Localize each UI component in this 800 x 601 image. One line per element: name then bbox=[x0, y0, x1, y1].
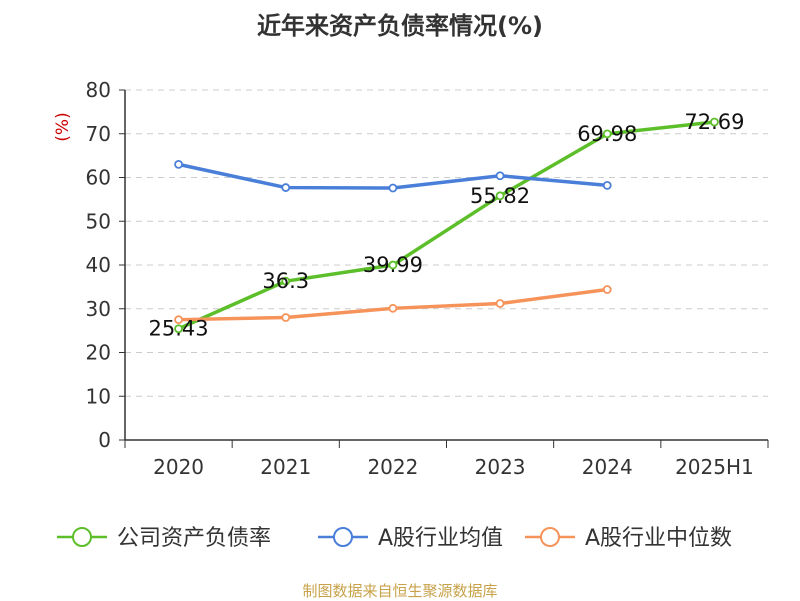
x-tick-label: 2024 bbox=[582, 455, 633, 479]
x-tick-label: 2023 bbox=[475, 455, 526, 479]
y-axis-label: (%) bbox=[53, 112, 73, 141]
data-point bbox=[281, 183, 291, 192]
source-note: 制图数据来自恒生聚源数据库 bbox=[302, 582, 498, 600]
data-point bbox=[710, 117, 719, 127]
x-tick-label: 2021 bbox=[260, 455, 311, 479]
data-label: 72.69 bbox=[684, 110, 744, 134]
data-point bbox=[174, 159, 183, 169]
data-label: 55.82 bbox=[470, 184, 530, 208]
x-tick-label: 2025H1 bbox=[675, 455, 754, 479]
legend-marker bbox=[333, 527, 353, 547]
y-tick-label: 80 bbox=[86, 78, 111, 102]
data-point bbox=[281, 313, 291, 322]
y-tick-label: 0 bbox=[98, 428, 111, 452]
data-point bbox=[602, 180, 612, 190]
x-tick-label: 2022 bbox=[367, 455, 418, 479]
grid-lines bbox=[125, 89, 768, 397]
legend-label: A股行业均值 bbox=[378, 526, 503, 551]
legend-marker bbox=[72, 527, 92, 547]
data-point bbox=[388, 303, 398, 313]
y-tick-label: 70 bbox=[86, 122, 111, 146]
legend-label: 公司资产负债率 bbox=[117, 526, 271, 551]
data-point bbox=[174, 315, 183, 325]
series-lines bbox=[174, 117, 719, 334]
x-tick-label: 2020 bbox=[153, 455, 204, 479]
data-point bbox=[174, 324, 183, 334]
y-tick-label: 20 bbox=[86, 341, 111, 365]
data-label: 25.43 bbox=[149, 317, 209, 341]
y-tick-label: 50 bbox=[86, 209, 111, 233]
data-point bbox=[388, 260, 398, 270]
data-label: 39.99 bbox=[363, 253, 423, 277]
data-point bbox=[495, 299, 505, 308]
series-line-0 bbox=[177, 120, 715, 331]
data-label: 69.98 bbox=[577, 122, 637, 146]
y-tick-label: 60 bbox=[86, 166, 111, 190]
axes: 0 10 20 30 40 50 60 70 80 (%) 2020 2021 2022 2023 2024… bbox=[53, 78, 769, 479]
y-tick-label: 30 bbox=[86, 297, 111, 321]
data-point bbox=[602, 285, 612, 294]
data-point bbox=[495, 171, 505, 181]
data-point bbox=[602, 129, 612, 139]
y-tick-label: 40 bbox=[86, 253, 111, 277]
y-tick-label: 10 bbox=[86, 384, 111, 408]
data-point bbox=[495, 191, 505, 201]
legend: 公司资产负债率 A股行业均值 A股行业中位数 bbox=[57, 526, 732, 551]
data-label: 36.3 bbox=[262, 269, 309, 293]
chart-title: 近年来资产负债率情况(%) bbox=[257, 12, 543, 40]
legend-marker bbox=[540, 527, 560, 547]
data-point bbox=[281, 276, 291, 286]
data-labels: 25.43 36.3 39.99 55.82 69.98 72.69 bbox=[149, 110, 745, 341]
legend-label: A股行业中位数 bbox=[585, 526, 732, 551]
data-point bbox=[388, 183, 398, 193]
